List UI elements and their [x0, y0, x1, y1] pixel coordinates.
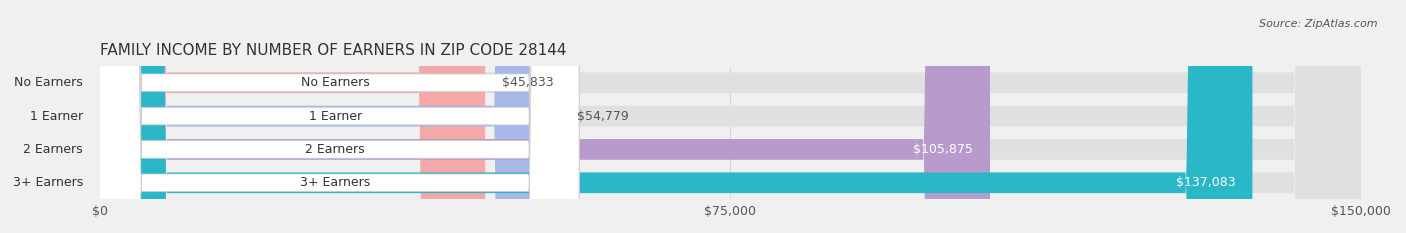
- Text: $137,083: $137,083: [1175, 176, 1236, 189]
- Text: 3+ Earners: 3+ Earners: [13, 176, 83, 189]
- Text: No Earners: No Earners: [14, 76, 83, 89]
- Text: Source: ZipAtlas.com: Source: ZipAtlas.com: [1260, 19, 1378, 29]
- FancyBboxPatch shape: [100, 0, 485, 233]
- FancyBboxPatch shape: [91, 0, 579, 233]
- Text: 1 Earner: 1 Earner: [30, 110, 83, 123]
- FancyBboxPatch shape: [100, 0, 990, 233]
- FancyBboxPatch shape: [91, 0, 579, 233]
- Text: FAMILY INCOME BY NUMBER OF EARNERS IN ZIP CODE 28144: FAMILY INCOME BY NUMBER OF EARNERS IN ZI…: [100, 43, 567, 58]
- FancyBboxPatch shape: [100, 0, 1361, 233]
- Text: 2 Earners: 2 Earners: [305, 143, 366, 156]
- FancyBboxPatch shape: [91, 0, 579, 233]
- Text: No Earners: No Earners: [301, 76, 370, 89]
- FancyBboxPatch shape: [100, 0, 1361, 233]
- Text: 1 Earner: 1 Earner: [309, 110, 361, 123]
- Text: 2 Earners: 2 Earners: [24, 143, 83, 156]
- FancyBboxPatch shape: [100, 0, 561, 233]
- FancyBboxPatch shape: [100, 0, 1361, 233]
- Text: $45,833: $45,833: [502, 76, 554, 89]
- Text: 3+ Earners: 3+ Earners: [299, 176, 370, 189]
- Text: $54,779: $54,779: [578, 110, 628, 123]
- Text: $105,875: $105,875: [914, 143, 973, 156]
- FancyBboxPatch shape: [100, 0, 1361, 233]
- FancyBboxPatch shape: [100, 0, 1253, 233]
- FancyBboxPatch shape: [91, 0, 579, 233]
